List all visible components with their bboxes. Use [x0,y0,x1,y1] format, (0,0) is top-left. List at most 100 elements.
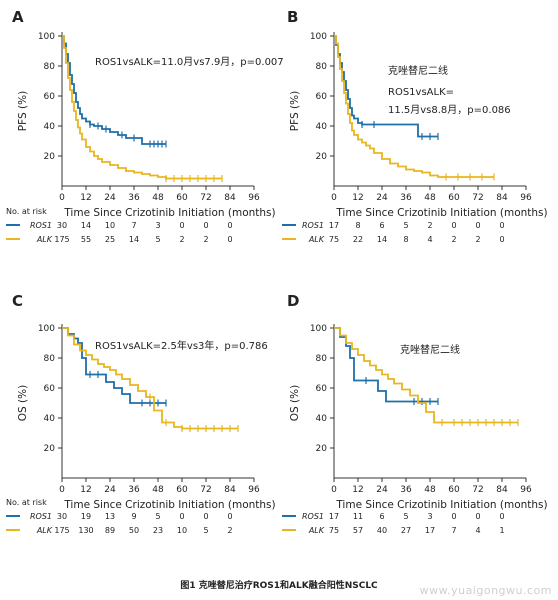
x-tick-label: 36 [400,485,412,495]
risk-row-label: ROS1 [302,512,324,521]
y-tick-label: 40 [316,414,328,424]
risk-table-header: No. at risk [6,207,47,216]
risk-row-label: ROS1 [30,221,52,230]
risk-value: 10 [177,526,187,535]
panel-a: A 20 40 60 80 100 0 12 24 36 48 60 72 84 96 Time Since … [6,8,284,244]
x-tick-label: 24 [104,193,116,203]
y-tick-label: 60 [316,92,328,102]
risk-value: 0 [451,221,456,230]
x-tick-label: 36 [128,485,140,495]
x-tick-label: 36 [400,193,412,203]
risk-value: 25 [105,235,115,244]
x-tick-label: 60 [448,485,460,495]
x-tick-label: 48 [424,485,436,495]
risk-value: 0 [179,512,184,521]
y-axis-label: PFS (%) [17,91,29,131]
curve-ros1 [62,327,166,404]
y-tick-label: 100 [310,32,327,42]
panel-letter: D [287,292,299,310]
x-tick-label: 96 [248,485,260,495]
risk-value: 5 [155,235,160,244]
risk-value: 0 [499,512,504,521]
y-tick-label: 60 [44,384,56,394]
panel-letter: A [12,8,24,26]
panel-letter: B [287,8,298,26]
risk-value: 0 [227,221,232,230]
risk-value: 14 [129,235,139,244]
x-axis-label: Time Since Crizotinib Initiation (months… [335,207,547,219]
x-tick-label: 84 [224,193,236,203]
risk-value: 8 [403,235,408,244]
risk-value: 5 [155,512,160,521]
risk-value: 75 [329,526,339,535]
risk-value: 6 [379,512,384,521]
y-tick-label: 20 [316,152,328,162]
risk-value: 30 [57,512,67,521]
x-axis-label: Time Since Crizotinib Initiation (months… [63,207,275,219]
panel-letter: C [12,292,23,310]
y-tick-label: 40 [316,122,328,132]
risk-value: 9 [131,512,136,521]
risk-value: 14 [81,221,91,230]
y-tick-label: 20 [44,152,56,162]
risk-value: 0 [499,235,504,244]
x-tick-label: 12 [352,193,363,203]
x-tick-label: 60 [176,193,188,203]
annotation-text: ROS1vsALK=2.5年vs3年，p=0.786 [95,339,268,352]
x-tick-label: 36 [128,193,140,203]
x-tick-label: 0 [59,193,65,203]
x-tick-label: 96 [248,193,260,203]
y-tick-label: 100 [38,32,55,42]
annotation-text: 克唑替尼二线 [400,343,460,356]
risk-value: 2 [475,235,480,244]
risk-value: 0 [203,512,208,521]
x-tick-label: 72 [200,193,211,203]
x-tick-label: 12 [80,193,91,203]
risk-value: 23 [153,526,163,535]
y-axis-label: OS (%) [17,385,29,421]
risk-value: 7 [451,526,456,535]
risk-value: 55 [81,235,91,244]
y-tick-label: 20 [44,444,56,454]
y-tick-label: 40 [44,122,56,132]
risk-value: 2 [427,221,432,230]
x-tick-label: 60 [448,193,460,203]
y-tick-label: 60 [316,384,328,394]
x-tick-label: 72 [472,193,483,203]
annotation-text: ROS1vsALK=11.0月vs7.9月，p=0.007 [95,56,284,68]
x-tick-label: 48 [152,193,164,203]
risk-value: 11 [353,512,363,521]
annotation-text: 克唑替尼二线 [388,64,448,77]
risk-value: 19 [81,512,91,521]
risk-value: 3 [155,221,160,230]
x-axis-label: Time Since Crizotinib Initiation (months… [335,499,547,511]
x-tick-label: 96 [520,485,532,495]
risk-value: 75 [329,235,339,244]
risk-value: 0 [475,221,480,230]
risk-value: 7 [131,221,136,230]
figure-caption: 图1 克唑替尼治疗ROS1和ALK融合阳性NSCLC [180,581,378,591]
risk-row-label: ALK [308,235,325,244]
y-tick-label: 60 [44,92,56,102]
risk-value: 6 [379,221,384,230]
y-tick-label: 80 [44,62,56,72]
x-tick-label: 12 [80,485,91,495]
risk-value: 30 [57,221,67,230]
risk-value: 0 [203,221,208,230]
y-tick-label: 100 [38,324,55,334]
risk-value: 1 [499,526,504,535]
risk-value: 17 [425,526,435,535]
risk-value: 8 [355,221,360,230]
risk-value: 50 [129,526,139,535]
x-tick-label: 60 [176,485,188,495]
risk-value: 5 [203,526,208,535]
curve-alk [334,35,494,178]
x-tick-label: 84 [224,485,236,495]
risk-value: 22 [353,235,363,244]
x-tick-label: 12 [352,485,363,495]
risk-value: 175 [54,235,69,244]
x-tick-label: 0 [331,193,337,203]
risk-value: 57 [353,526,363,535]
